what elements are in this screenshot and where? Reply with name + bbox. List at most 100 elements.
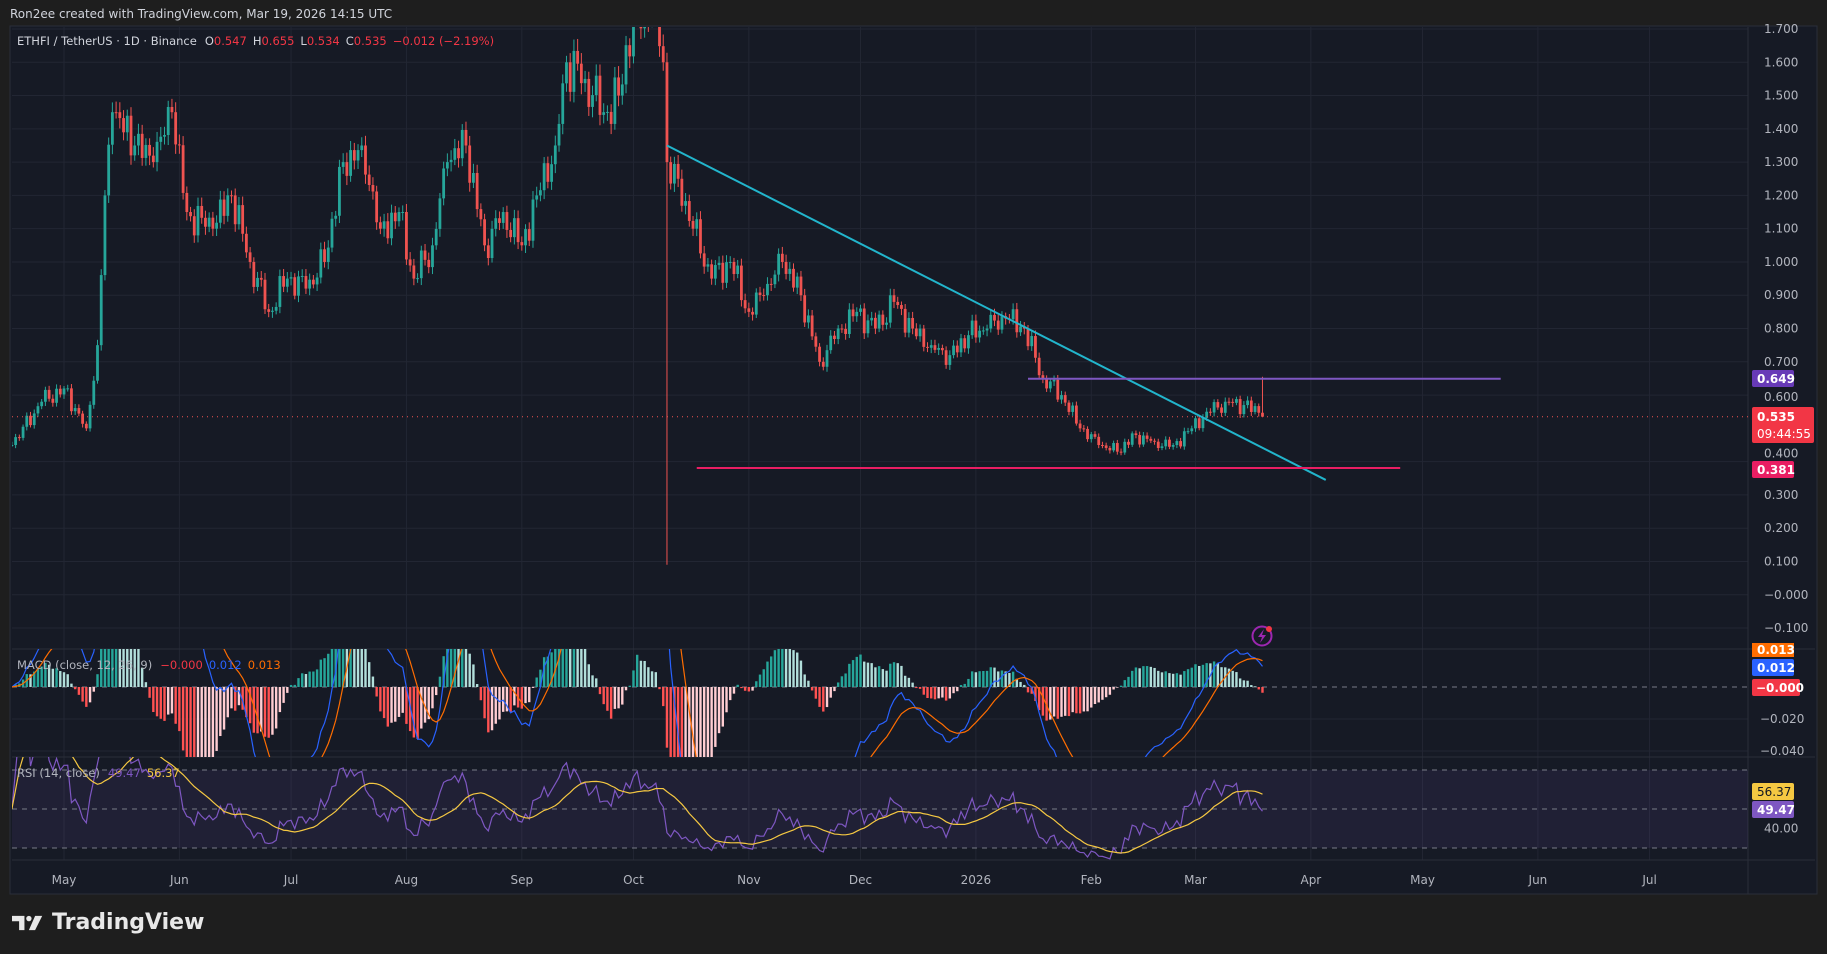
candle-body [859, 308, 862, 312]
candle-body [799, 276, 803, 296]
macd-histogram-bar [356, 649, 360, 687]
macd-histogram-bar [163, 687, 166, 721]
candle [907, 312, 911, 338]
candle [468, 135, 472, 192]
candle-body [445, 162, 449, 169]
candle [892, 288, 896, 309]
macd-histogram-bar [542, 657, 546, 687]
candle [594, 64, 598, 102]
candle-body [427, 259, 431, 268]
candle-body [665, 62, 669, 163]
candle [434, 222, 438, 250]
candle-body [449, 159, 453, 163]
macd-histogram-bar [889, 663, 892, 687]
candle-body [847, 309, 851, 334]
candle-body [527, 229, 531, 241]
candle-body [795, 276, 799, 288]
candle [215, 215, 219, 237]
candle-body [524, 229, 527, 246]
macd-histogram-bar [122, 649, 125, 687]
macd-histogram-bar [111, 649, 114, 687]
candle [196, 197, 200, 243]
candle [788, 262, 792, 281]
macd-histogram-bar [204, 687, 207, 757]
candle-body [948, 355, 952, 365]
candle [1071, 402, 1075, 416]
candle [661, 34, 665, 71]
candle-body [576, 50, 580, 64]
candle-body [553, 145, 557, 165]
candle [99, 269, 103, 351]
legend-symbol[interactable]: ETHFI / TetherUS · 1D · Binance O0.547 H0.… [17, 34, 494, 48]
candle-body [300, 276, 304, 278]
macd-histogram-bar [1145, 666, 1149, 687]
macd-tick-label: −0.040 [1760, 744, 1804, 758]
candle-body [963, 338, 967, 349]
macd-legend[interactable]: MACD (close, 12, 26, 9) −0.000 0.012 0.013 [17, 658, 281, 672]
candle-body [1078, 423, 1082, 429]
candle-body [460, 129, 464, 159]
macd-histogram-bar [583, 649, 587, 687]
candle [758, 286, 762, 302]
macd-histogram-bar [96, 674, 99, 687]
macd-histogram-bar [1227, 668, 1231, 687]
time-tick-label: Aug [395, 873, 418, 887]
candle-body [1238, 399, 1242, 415]
candle-body [836, 328, 840, 340]
candle-body [163, 135, 166, 137]
macd-histogram-bar [330, 649, 334, 687]
macd-histogram-bar [219, 687, 222, 737]
high-value: 0.655 [261, 34, 294, 48]
candle [1194, 415, 1197, 432]
candle-body [1253, 406, 1257, 412]
tradingview-logo[interactable]: TradingView [12, 910, 204, 935]
candle-body [289, 277, 293, 279]
candle-body [375, 191, 379, 223]
candle [896, 296, 900, 309]
macd-histogram-bar [1175, 673, 1179, 687]
candle-body [345, 162, 349, 176]
candle-body [1030, 336, 1034, 347]
candle-body [237, 205, 241, 225]
candle-body [881, 314, 885, 325]
candle-body [334, 215, 338, 219]
candle [1220, 403, 1223, 417]
candle-body [412, 265, 416, 279]
macd-histogram-bar [673, 687, 676, 757]
price-tick-label: −0.100 [1764, 621, 1808, 635]
candle [1235, 396, 1238, 406]
candle-body [565, 62, 568, 84]
candle-body [174, 112, 178, 145]
candle [472, 163, 475, 189]
lightning-alert-icon[interactable] [1251, 625, 1273, 647]
candle-body [1223, 401, 1227, 413]
candle-body [17, 437, 21, 439]
candle [163, 126, 166, 145]
chart-frame [9, 25, 1818, 895]
rsi-badge: 49.47 [1757, 803, 1795, 817]
candle [110, 102, 114, 155]
macd-histogram-bar [248, 687, 252, 724]
candle [226, 188, 230, 222]
candle [107, 137, 111, 203]
candle [576, 38, 580, 71]
candle-body [438, 198, 442, 229]
candle [43, 386, 47, 406]
macd-histogram-bar [435, 687, 438, 696]
candle [579, 53, 583, 95]
candle [88, 401, 92, 432]
candle [144, 138, 148, 166]
candle [769, 278, 773, 291]
candle-body [1168, 439, 1171, 447]
candle [498, 211, 501, 231]
candle [125, 109, 129, 141]
candle [285, 272, 289, 293]
macd-histogram-bar [364, 649, 367, 687]
candle-body [568, 62, 572, 92]
candle [855, 307, 859, 322]
candle [1216, 399, 1220, 410]
candle [527, 222, 531, 247]
rsi-legend[interactable]: RSI (14, close) 49.47 56.37 [17, 766, 180, 780]
macd-line-badge: 0.012 [1757, 661, 1795, 675]
